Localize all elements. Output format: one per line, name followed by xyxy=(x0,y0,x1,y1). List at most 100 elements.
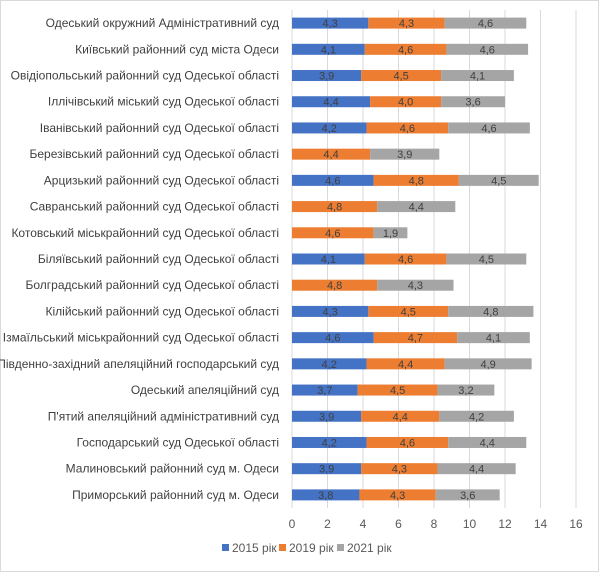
legend-label-series-3: 2021 рік xyxy=(347,541,392,555)
data-label-series-3: 4,5 xyxy=(491,175,506,187)
data-label-series-3: 4,6 xyxy=(478,18,493,30)
legend-swatch-series-3 xyxy=(337,544,344,551)
category-label: Приморський районний суд м. Одеси xyxy=(72,488,279,502)
bar-segment-series-3 xyxy=(437,463,516,475)
data-label-series-2: 4,5 xyxy=(394,71,409,83)
bar-segment-series-2 xyxy=(368,17,445,29)
category-label: Іванівський районний суд Одеської област… xyxy=(40,121,279,135)
bar-segment-series-3 xyxy=(435,489,500,501)
bar-segment-series-2 xyxy=(366,358,445,370)
x-tick-label-16: 16 xyxy=(569,517,583,531)
legend-label-series-2: 2019 рік xyxy=(289,541,334,555)
data-label-series-3: 4,6 xyxy=(480,44,495,56)
data-label-series-3: 3,6 xyxy=(460,490,475,502)
category-label: Одеський апеляційний суд xyxy=(131,383,279,397)
bar-segment-series-3 xyxy=(446,43,529,55)
bar-segment-series-3 xyxy=(441,70,514,82)
data-label-series-2: 4,3 xyxy=(392,464,407,476)
category-labels: Одеський окружний Адміністративний суд Ки… xyxy=(0,16,279,502)
gridlines xyxy=(291,10,577,508)
bar-segment-series-1 xyxy=(292,253,365,265)
bar-segment-series-1 xyxy=(292,43,365,55)
category-label: Київський районний суд міста Одеси xyxy=(75,42,279,56)
legend-label-series-1: 2015 рік xyxy=(232,541,277,555)
bar-segment-series-2 xyxy=(292,201,378,213)
data-label-series-2: 4,6 xyxy=(398,254,413,266)
data-label-series-1: 3,9 xyxy=(319,411,334,423)
data-label-series-2: 4,0 xyxy=(398,97,413,109)
bar-segment-series-3 xyxy=(370,148,440,160)
x-tick-label-12: 12 xyxy=(498,517,512,531)
data-label-series-2: 4,3 xyxy=(399,18,414,30)
data-label-series-2: 4,5 xyxy=(401,306,416,318)
category-label: Савранський районний суд Одеської област… xyxy=(30,200,279,214)
data-label-series-1: 3,9 xyxy=(319,71,334,83)
category-label: Котовський міськрайонний суд Одеської об… xyxy=(11,226,279,240)
data-label-series-2: 4,8 xyxy=(409,175,424,187)
data-label-series-3: 4,1 xyxy=(470,71,485,83)
bar-segment-series-1 xyxy=(292,384,358,396)
bar-segment-series-1 xyxy=(292,174,374,186)
bar-segment-series-2 xyxy=(370,96,442,108)
bar-segment-series-2 xyxy=(364,43,447,55)
bar-segment-series-1 xyxy=(292,122,367,134)
data-label-series-1: 3,8 xyxy=(318,490,333,502)
data-label-series-3: 3,6 xyxy=(465,97,480,109)
data-label-series-3: 4,2 xyxy=(469,411,484,423)
bar-segment-series-1 xyxy=(292,463,362,475)
bar-segment-series-2 xyxy=(292,279,378,291)
bar-segment-series-2 xyxy=(357,384,438,396)
bar-segment-series-2 xyxy=(361,463,438,475)
data-label-series-1: 3,7 xyxy=(317,385,332,397)
bar-segment-series-3 xyxy=(446,253,527,265)
data-label-series-3: 1,9 xyxy=(383,228,398,240)
bar-segment-series-3 xyxy=(458,174,539,186)
category-label: Березівський районний суд Одеської облас… xyxy=(29,147,279,161)
data-label-series-2: 4,6 xyxy=(398,44,413,56)
data-label-series-3: 4,4 xyxy=(409,202,424,214)
data-label-series-3: 4,4 xyxy=(480,437,495,449)
bar-segment-series-3 xyxy=(441,96,505,108)
data-label-series-3: 3,9 xyxy=(397,149,412,161)
bar-segment-series-2 xyxy=(361,70,442,82)
bar-segment-series-1 xyxy=(292,305,369,317)
data-label-series-1: 3,9 xyxy=(319,464,334,476)
data-label-series-1: 4,6 xyxy=(325,333,340,345)
data-label-series-2: 4,4 xyxy=(398,359,413,371)
x-tick-label-4: 4 xyxy=(360,517,367,531)
data-label-series-2: 4,6 xyxy=(400,437,415,449)
bar-segment-series-1 xyxy=(292,96,371,108)
bar-segment-series-2 xyxy=(359,489,436,501)
bar-segment-series-2 xyxy=(373,174,459,186)
bar-segment-series-1 xyxy=(292,358,367,370)
data-label-series-2: 4,4 xyxy=(393,411,408,423)
legend-swatch-series-2 xyxy=(279,544,286,551)
bar-segment-series-3 xyxy=(373,227,408,239)
data-label-series-2: 4,8 xyxy=(327,280,342,292)
bar-segment-series-2 xyxy=(366,436,449,448)
category-label: Арцизький районний суд Одеської області xyxy=(44,173,279,187)
category-label: Овідіопольський районний суд Одеської об… xyxy=(11,69,279,83)
x-tick-label-10: 10 xyxy=(463,517,477,531)
category-label: Малиновський районний суд м. Одеси xyxy=(66,462,279,476)
bar-segment-series-3 xyxy=(377,201,456,213)
bar-segment-series-2 xyxy=(292,148,371,160)
data-label-series-3: 4,4 xyxy=(469,464,484,476)
bar-segment-series-3 xyxy=(437,384,495,396)
bar-segment-series-3 xyxy=(377,279,454,291)
bar-segment-series-1 xyxy=(292,410,362,422)
data-label-series-2: 4,3 xyxy=(390,490,405,502)
data-label-series-1: 4,3 xyxy=(323,306,338,318)
category-label: Південно-західний апеляційний господарсь… xyxy=(0,357,279,371)
data-label-series-2: 4,7 xyxy=(408,333,423,345)
x-axis-tick-labels: 0 2 4 6 8 10 12 14 16 xyxy=(289,517,583,531)
data-label-series-2: 4,8 xyxy=(327,202,342,214)
bar-segment-series-3 xyxy=(444,17,527,29)
bars: 4,3 4,3 4,6 4,1 4,6 4,6 3,9 4,5 4,1 4,4 4,0 3,6 4,2 4… xyxy=(292,17,539,502)
legend-swatch-series-1 xyxy=(222,544,229,551)
category-label: Ізмаїльський міськрайонний суд Одеської … xyxy=(3,331,279,345)
data-label-series-1: 4,2 xyxy=(322,437,337,449)
data-label-series-1: 4,1 xyxy=(321,254,336,266)
bar-segment-series-1 xyxy=(292,17,369,29)
